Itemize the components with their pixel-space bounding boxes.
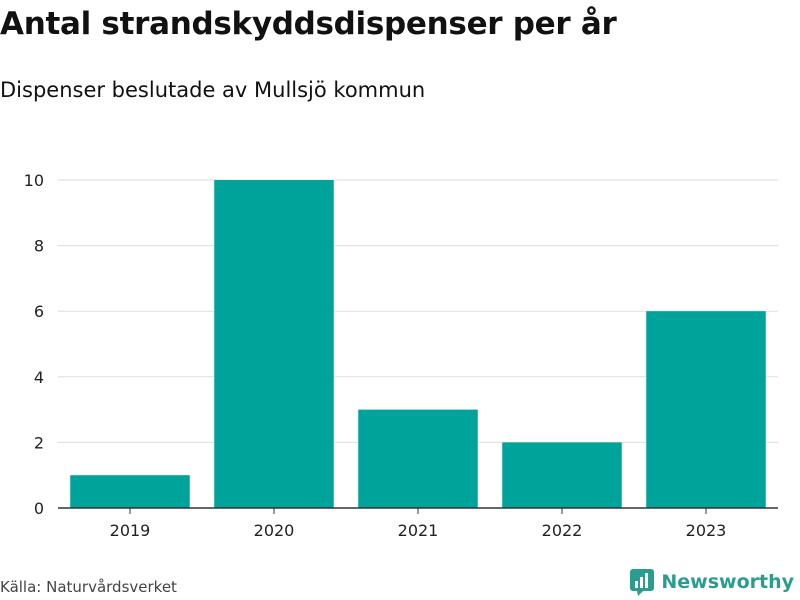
bars (70, 180, 766, 508)
y-tick-label: 0 (34, 499, 44, 518)
bar-2020 (214, 180, 334, 508)
bar-2023 (646, 311, 766, 508)
x-tick-label: 2021 (398, 521, 439, 540)
chart-subtitle: Dispenser beslutade av Mullsjö kommun (0, 78, 426, 102)
x-tick-label: 2023 (686, 521, 727, 540)
x-tick-label: 2019 (110, 521, 151, 540)
y-tick-label: 2 (34, 433, 44, 452)
bar-2021 (358, 409, 478, 508)
brand-logo: Newsworthy (629, 568, 794, 596)
brand-name: Newsworthy (661, 571, 794, 593)
y-tick-label: 6 (34, 302, 44, 321)
newsworthy-logo-icon (630, 569, 655, 596)
bar-2022 (502, 442, 622, 508)
source-note: Källa: Naturvårdsverket (0, 578, 177, 596)
x-tick-label: 2020 (254, 521, 295, 540)
axes (58, 507, 778, 514)
bar-2019 (70, 475, 190, 508)
chart-title: Antal strandskyddsdispenser per år (0, 6, 617, 42)
y-tick-label: 8 (34, 237, 44, 256)
tick-labels: 0 2 4 6 8 10 2019 2020 2021 2022 2023 (24, 171, 727, 540)
x-tick-label: 2022 (542, 521, 583, 540)
y-tick-label: 10 (24, 171, 44, 190)
y-tick-label: 4 (34, 368, 44, 387)
